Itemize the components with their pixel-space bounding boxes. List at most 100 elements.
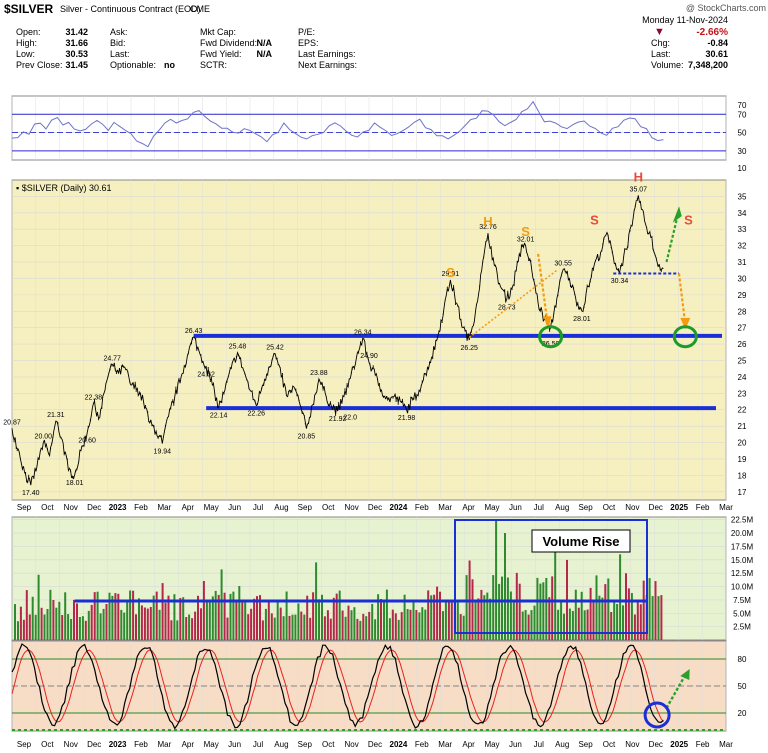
x-tick-label: Jun xyxy=(509,503,522,512)
quote-value: 31.42 xyxy=(65,27,88,37)
volume-bar xyxy=(627,588,630,640)
y-tick-label: 18 xyxy=(738,471,747,480)
quote-label: Last: xyxy=(110,49,130,59)
volume-bar xyxy=(574,589,577,640)
y-tick-label: 17 xyxy=(738,488,747,497)
volume-bar xyxy=(312,592,315,640)
volume-bar xyxy=(179,598,182,640)
stochastic-panel: 20 50 80 xyxy=(11,640,747,732)
price-panel: 17 18 19 20 21 22 23 24 25 26 27 28 29 30 31 32 33 34 35 ▪ … xyxy=(3,170,747,501)
volume-bar xyxy=(185,617,188,640)
volume-bar xyxy=(456,600,459,640)
volume-bar xyxy=(568,608,571,640)
quote-date: Monday 11-Nov-2024 xyxy=(642,15,728,25)
price-annotation: 32.01 xyxy=(517,236,535,243)
x-tick-label: Dec xyxy=(368,503,382,512)
quote-value: -0.84 xyxy=(707,38,728,48)
watermark: @ StockCharts.com xyxy=(686,3,766,13)
volume-bar xyxy=(247,614,250,640)
volume-bar xyxy=(188,614,191,640)
y-tick-label: 28 xyxy=(738,307,747,316)
y-tick-label: 23 xyxy=(738,389,747,398)
y-tick-label: 22.5M xyxy=(731,516,754,525)
volume-bar xyxy=(135,614,137,640)
quote-value: 30.61 xyxy=(705,49,728,59)
x-tick-label: May xyxy=(204,503,219,512)
y-tick-label: 2.5M xyxy=(733,623,751,632)
volume-bar xyxy=(326,610,329,640)
price-annotation: 26.43 xyxy=(185,328,203,335)
volume-bar xyxy=(586,609,589,640)
volume-bar xyxy=(362,613,365,640)
x-tick-label: Oct xyxy=(603,503,616,512)
x-tick-label: Feb xyxy=(415,503,429,512)
volume-bar xyxy=(341,610,344,640)
volume-bar xyxy=(19,606,22,640)
volume-bar xyxy=(279,607,282,640)
volume-bar xyxy=(211,596,214,640)
x-tick-label: Aug xyxy=(274,740,288,749)
volume-bar xyxy=(642,580,645,640)
volume-bar xyxy=(111,595,114,640)
volume-bar xyxy=(501,576,503,640)
price-line xyxy=(11,195,664,486)
volume-bar xyxy=(542,582,545,640)
pattern-label: H xyxy=(483,214,492,229)
stoch-green-arrow xyxy=(665,674,687,709)
volume-bar xyxy=(607,578,610,640)
volume-bar xyxy=(424,609,427,640)
price-annotation: 17.40 xyxy=(22,490,40,497)
volume-bar xyxy=(377,594,380,640)
x-tick-label: Sep xyxy=(17,740,32,749)
volume-bar xyxy=(49,589,52,640)
volume-bar xyxy=(138,598,140,640)
stoch-green-arrowhead xyxy=(680,669,690,680)
volume-bar xyxy=(214,590,217,640)
price-annotation: 24.62 xyxy=(197,372,215,379)
volume-bar xyxy=(256,596,258,640)
volume-bar xyxy=(648,578,651,640)
volume-bar xyxy=(380,599,382,640)
price-annotation: 20.60 xyxy=(78,438,96,445)
volume-bar xyxy=(557,609,560,640)
volume-bar xyxy=(651,596,654,640)
quote-label: Bid: xyxy=(110,38,126,48)
orange-arrow-2 xyxy=(677,273,687,325)
volume-bar xyxy=(318,599,320,640)
volume-bar xyxy=(167,595,170,640)
volume-bar xyxy=(545,578,548,640)
volume-bar xyxy=(442,611,444,640)
volume-bar xyxy=(436,586,439,640)
volume-bar xyxy=(391,609,394,640)
volume-bar xyxy=(93,592,96,640)
pattern-label: H xyxy=(634,170,643,185)
volume-bar xyxy=(332,597,335,640)
quote-value: N/A xyxy=(257,38,273,48)
y-tick-label: 17.5M xyxy=(731,542,754,551)
volume-bar xyxy=(120,609,123,640)
volume-bar xyxy=(418,612,421,640)
x-axes: Sep Oct Nov Dec 2023 Feb Mar Apr May Jun Jul Aug Sep… xyxy=(17,503,733,749)
volume-bar xyxy=(427,590,430,640)
volume-bar xyxy=(176,620,179,640)
volume-bar xyxy=(595,575,598,640)
volume-bar xyxy=(288,615,291,640)
y-tick-label: 25 xyxy=(738,357,747,366)
volume-bar xyxy=(521,611,524,640)
y-tick-label: 15.0M xyxy=(731,556,754,565)
volume-bar xyxy=(22,619,25,640)
volume-bar xyxy=(46,609,49,640)
volume-bar xyxy=(471,579,474,640)
quote-value: 31.45 xyxy=(65,60,88,70)
volume-bar xyxy=(344,616,347,640)
x-tick-label: Sep xyxy=(17,503,32,512)
price-annotation: 32.76 xyxy=(479,224,497,231)
pct-change: -2.66% xyxy=(696,27,728,38)
x-tick-label: Dec xyxy=(368,740,382,749)
volume-bar xyxy=(81,616,84,640)
volume-bar xyxy=(483,595,486,640)
volume-bar xyxy=(132,590,135,640)
y-tick-label: 19 xyxy=(738,455,747,464)
y-tick-label: 50 xyxy=(738,129,747,138)
y-tick-label: 10.0M xyxy=(731,583,754,592)
